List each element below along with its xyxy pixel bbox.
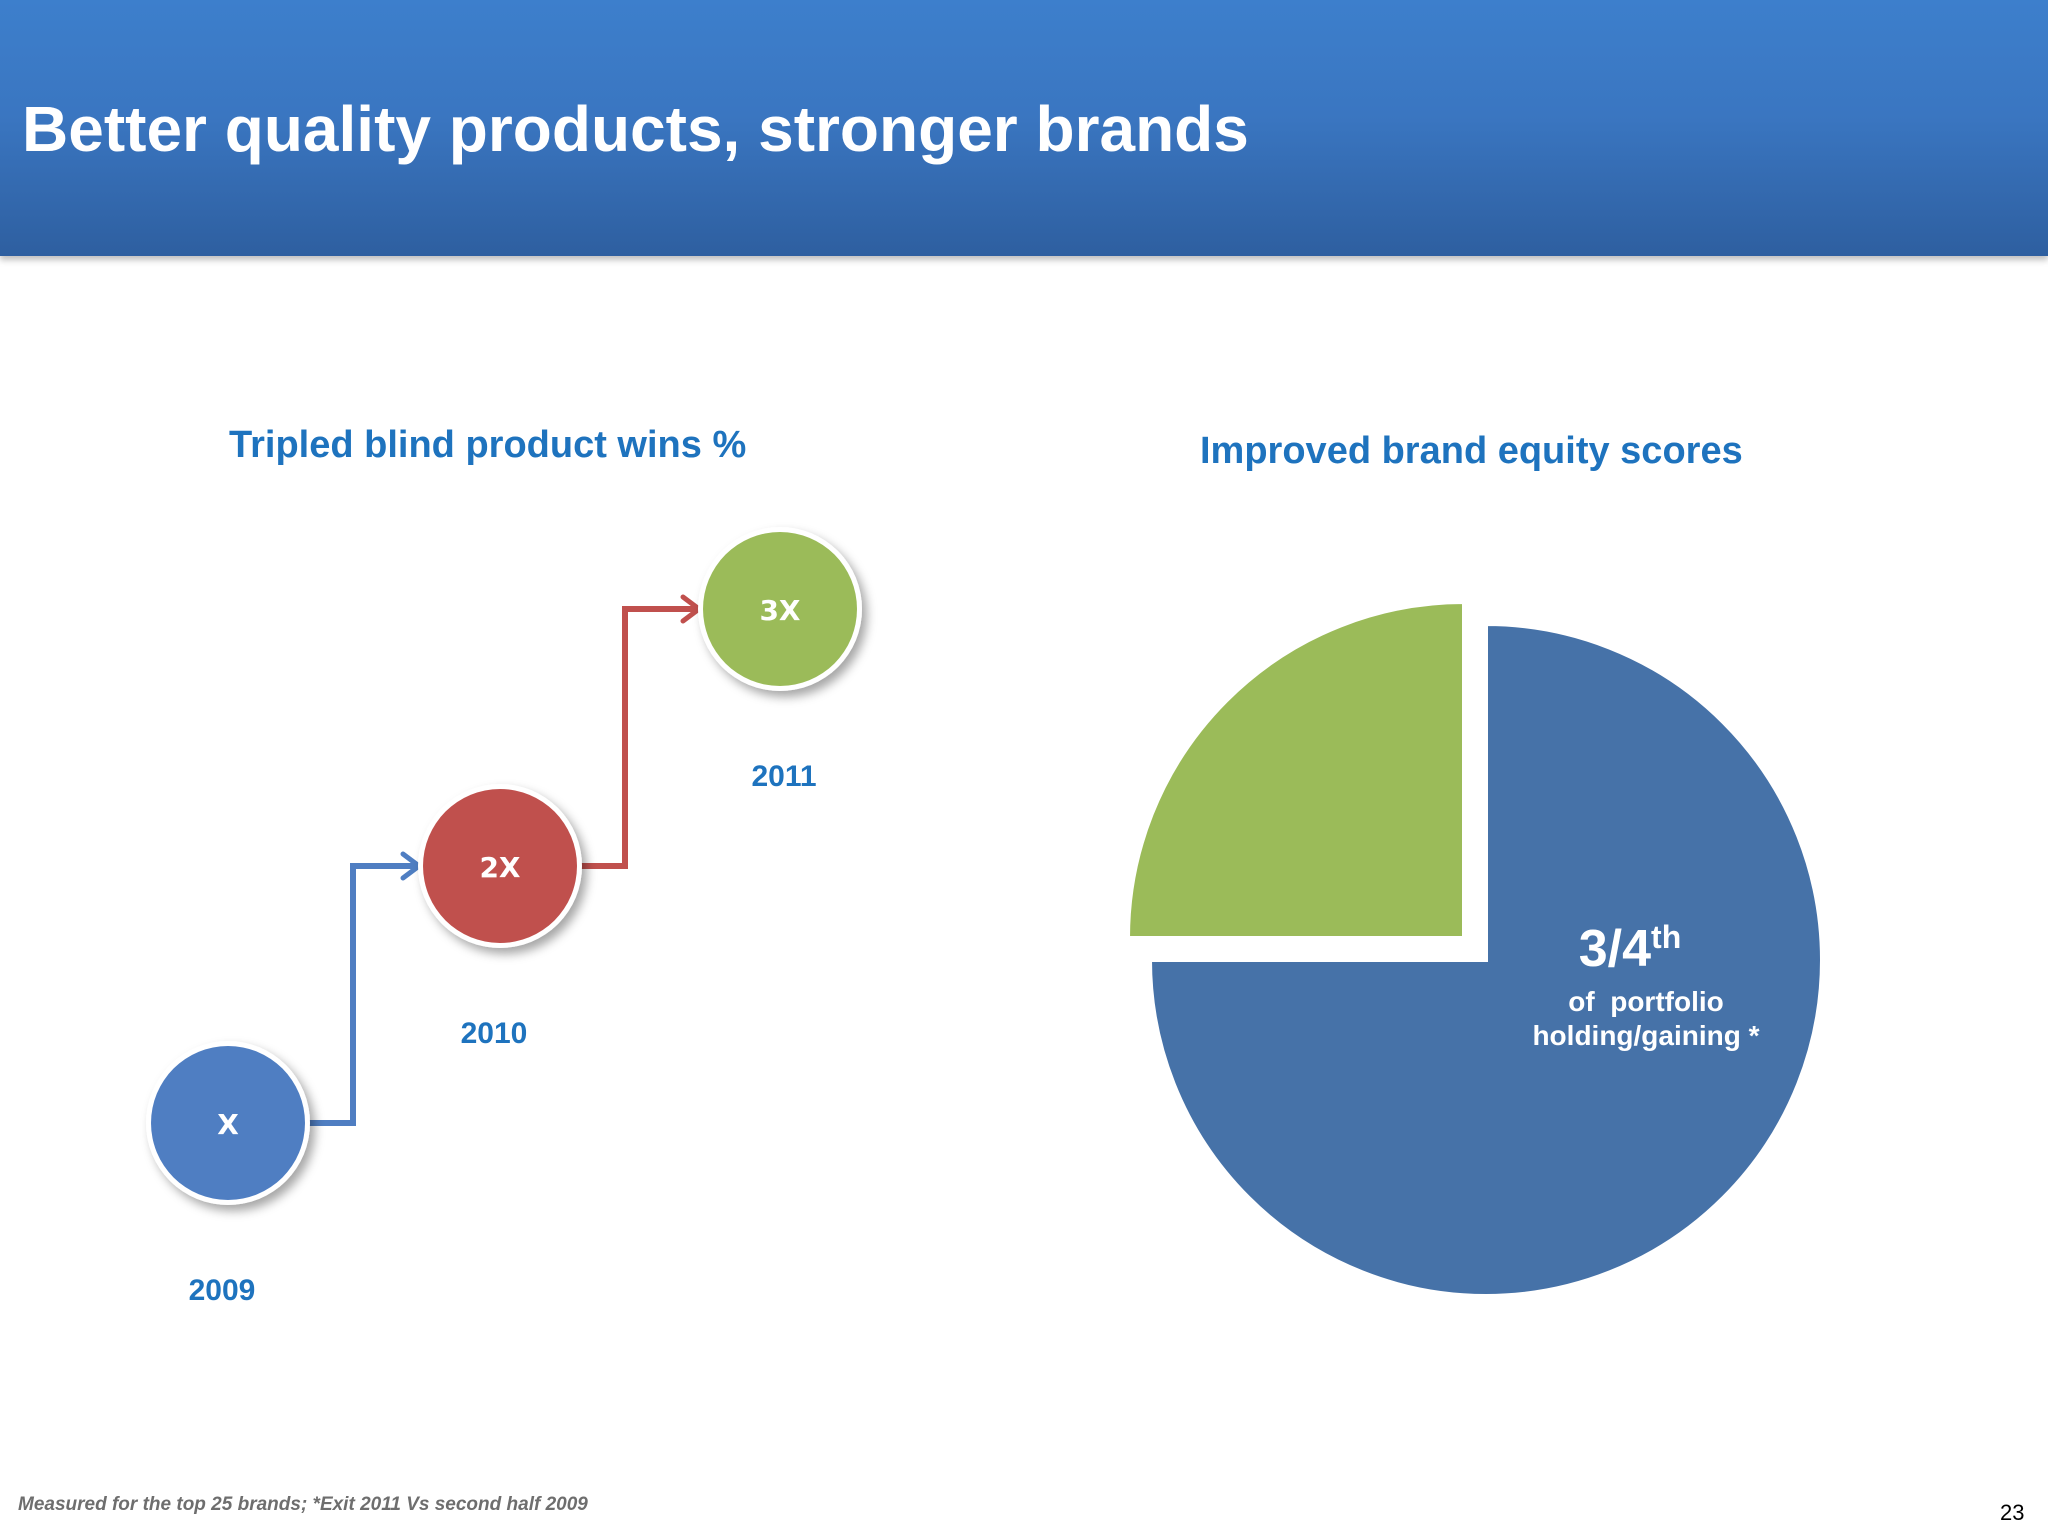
footnote: Measured for the top 25 brands; *Exit 20… <box>18 1494 588 1515</box>
pie-main-label: 3/4th <box>1579 919 1682 978</box>
connector-arrow-0 <box>305 863 419 1126</box>
bubble-label-2009: X <box>217 1108 239 1141</box>
bubble-2010 <box>423 789 577 943</box>
connector-arrow-1 <box>577 606 699 869</box>
right-chart-title: Improved brand equity scores <box>1200 430 1743 472</box>
page-number: 23 <box>2000 1500 2025 1525</box>
bubble-2009 <box>151 1046 305 1200</box>
left-chart-title: Tripled blind product wins % <box>229 424 747 466</box>
pie-sublabel-1: of portfolio <box>1568 986 1724 1017</box>
year-label-2011: 2011 <box>751 760 816 793</box>
pie-slice-1 <box>1125 599 1466 940</box>
bubble-2011 <box>703 532 857 686</box>
bubble-label-2010: 2X <box>479 851 520 884</box>
step-chart: X 2009 2X 2010 3X 2011 <box>146 527 862 1307</box>
slide-title: Better quality products, stronger brands <box>22 93 1249 165</box>
header-bar: Better quality products, stronger brands <box>0 0 2048 256</box>
pie-slice-0 <box>1147 621 1824 1298</box>
pie-sublabel-2: holding/gaining * <box>1532 1020 1759 1051</box>
bubble-label-2011: 3X <box>759 594 800 627</box>
year-label-2010: 2010 <box>461 1017 528 1050</box>
year-label-2009: 2009 <box>189 1274 256 1307</box>
